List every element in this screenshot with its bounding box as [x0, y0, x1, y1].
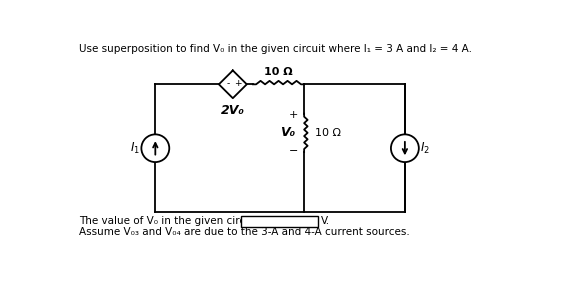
Text: 2V₀: 2V₀ [221, 104, 245, 117]
Circle shape [391, 134, 419, 162]
Text: 10 Ω: 10 Ω [315, 128, 341, 138]
Text: V.: V. [321, 216, 330, 226]
Text: V₀: V₀ [280, 126, 295, 139]
Text: $I_2$: $I_2$ [421, 141, 430, 156]
Text: Assume V₀₃ and V₀₄ are due to the 3-A and 4-A current sources.: Assume V₀₃ and V₀₄ are due to the 3-A an… [80, 227, 410, 237]
Circle shape [142, 134, 169, 162]
Text: −: − [289, 145, 298, 156]
Text: $I_1$: $I_1$ [130, 141, 140, 156]
FancyBboxPatch shape [241, 216, 318, 227]
Text: The value of V₀ in the given circuit is: The value of V₀ in the given circuit is [80, 216, 271, 226]
Text: 10 Ω: 10 Ω [264, 67, 293, 77]
Text: Use superposition to find V₀ in the given circuit where I₁ = 3 A and I₂ = 4 A.: Use superposition to find V₀ in the give… [80, 44, 472, 53]
Text: -: - [226, 79, 230, 88]
Text: +: + [289, 110, 298, 120]
Text: +: + [234, 79, 241, 88]
